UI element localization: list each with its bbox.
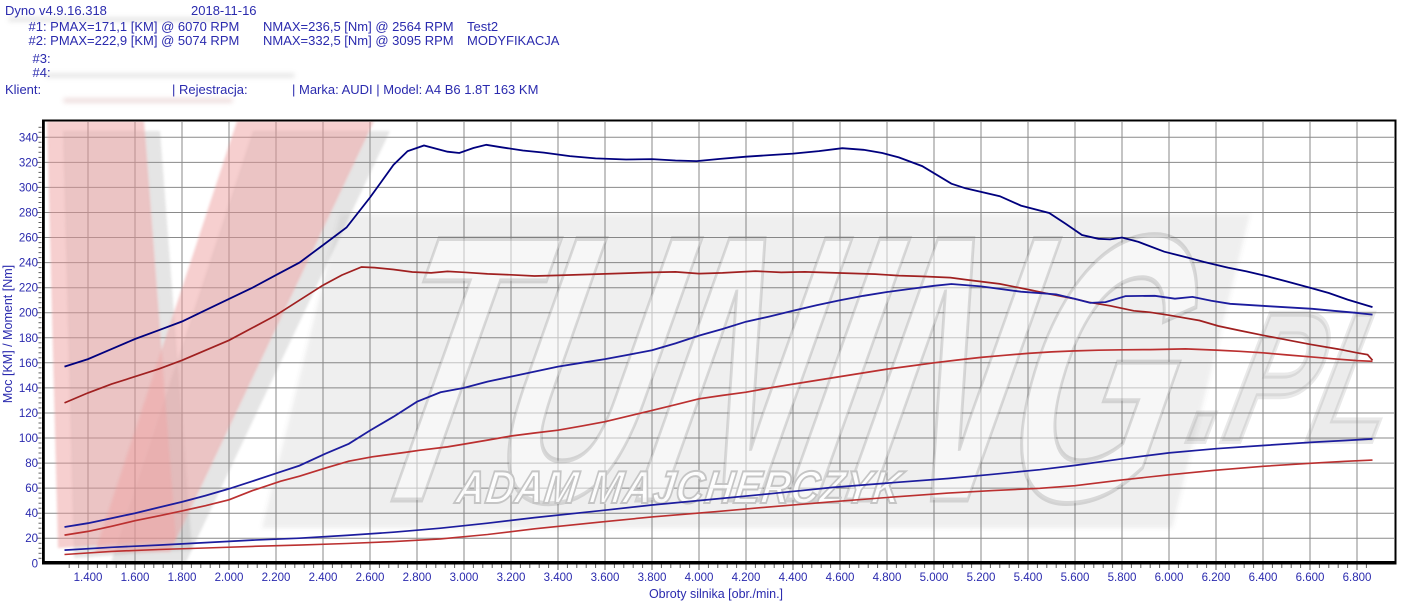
svg-text:300: 300 (19, 182, 38, 194)
svg-text:5.000: 5.000 (920, 572, 949, 584)
svg-text:4.000: 4.000 (685, 572, 714, 584)
svg-text:6.800: 6.800 (1343, 572, 1372, 584)
svg-text:60: 60 (25, 483, 38, 495)
svg-text:3.600: 3.600 (591, 572, 620, 584)
svg-text:2.400: 2.400 (309, 572, 338, 584)
svg-text:2.000: 2.000 (215, 572, 244, 584)
svg-text:40: 40 (25, 508, 38, 520)
svg-text:6.000: 6.000 (1155, 572, 1184, 584)
svg-text:Moc [KM] / Moment [Nm]: Moc [KM] / Moment [Nm] (1, 265, 15, 403)
svg-text:4.600: 4.600 (826, 572, 855, 584)
svg-text:240: 240 (19, 258, 38, 270)
svg-text:180: 180 (19, 333, 38, 345)
svg-text:1.800: 1.800 (168, 572, 197, 584)
svg-text:5.400: 5.400 (1014, 572, 1043, 584)
svg-text:120: 120 (19, 408, 38, 420)
svg-text:100: 100 (19, 433, 38, 445)
svg-text:320: 320 (19, 157, 38, 169)
svg-text:20: 20 (25, 533, 38, 545)
svg-text:200: 200 (19, 308, 38, 320)
svg-text:3.400: 3.400 (544, 572, 573, 584)
svg-text:340: 340 (19, 132, 38, 144)
svg-text:5.600: 5.600 (1061, 572, 1090, 584)
svg-text:5.200: 5.200 (967, 572, 996, 584)
svg-text:TUNING: TUNING (334, 156, 1240, 580)
svg-text:5.800: 5.800 (1108, 572, 1137, 584)
svg-text:80: 80 (25, 458, 38, 470)
svg-text:4.800: 4.800 (873, 572, 902, 584)
svg-text:3.800: 3.800 (638, 572, 667, 584)
svg-text:3.000: 3.000 (450, 572, 479, 584)
svg-text:6.400: 6.400 (1249, 572, 1278, 584)
svg-text:0: 0 (32, 558, 38, 570)
svg-text:220: 220 (19, 283, 38, 295)
svg-text:280: 280 (19, 208, 38, 220)
svg-text:1.600: 1.600 (121, 572, 150, 584)
svg-text:160: 160 (19, 358, 38, 370)
svg-text:3.200: 3.200 (497, 572, 526, 584)
svg-text:2.800: 2.800 (403, 572, 432, 584)
svg-text:2.200: 2.200 (262, 572, 291, 584)
svg-text:2.600: 2.600 (356, 572, 385, 584)
svg-text:Obroty silnika [obr./min.]: Obroty silnika [obr./min.] (649, 587, 783, 601)
svg-text:1.400: 1.400 (74, 572, 103, 584)
svg-text:4.400: 4.400 (779, 572, 808, 584)
svg-text:6.200: 6.200 (1202, 572, 1231, 584)
svg-text:140: 140 (19, 383, 38, 395)
svg-text:6.600: 6.600 (1296, 572, 1325, 584)
svg-text:260: 260 (19, 233, 38, 245)
svg-text:4.200: 4.200 (732, 572, 761, 584)
